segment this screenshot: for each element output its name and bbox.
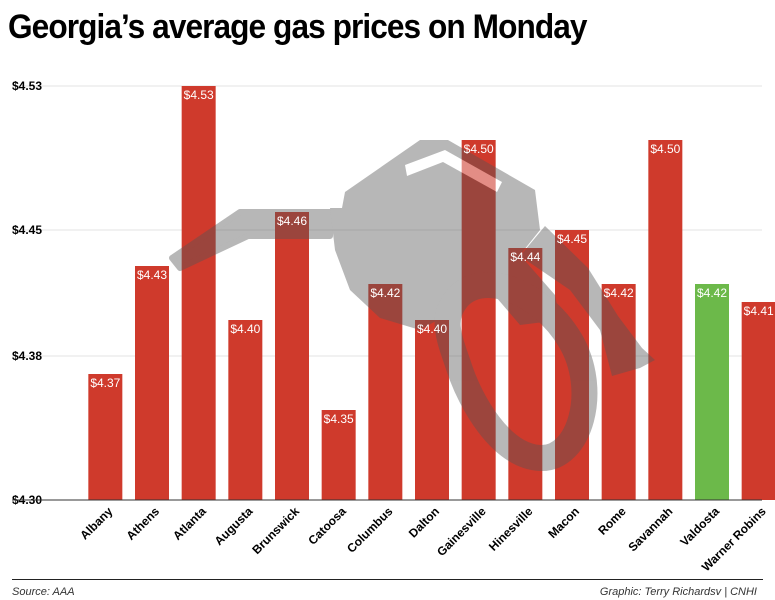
y-axis-ticks: $4.30$4.38$4.45$4.53 [12, 79, 42, 507]
data-label: $4.44 [510, 250, 540, 264]
bar [695, 284, 729, 500]
x-tick-label: Valdosta [677, 504, 722, 549]
chart-title: Georgia’s average gas prices on Monday [8, 8, 587, 46]
data-label: $4.42 [697, 286, 727, 300]
data-label: $4.42 [370, 286, 400, 300]
x-tick-label: Albany [77, 504, 115, 542]
bar [415, 320, 449, 500]
x-tick-label: Gainesville [434, 504, 489, 559]
bar [741, 302, 775, 500]
source-note: Source: AAA [12, 586, 75, 598]
bar [181, 86, 216, 500]
data-label: $4.41 [744, 304, 774, 318]
bar [321, 410, 356, 500]
data-label: $4.50 [650, 142, 680, 156]
graphic-credit: Graphic: Terry Richardsv | CNHI [599, 586, 757, 598]
data-label: $4.40 [417, 322, 447, 336]
y-tick-label: $4.38 [12, 349, 42, 363]
bar [461, 140, 496, 500]
data-label: $4.45 [557, 232, 587, 246]
bar [88, 374, 123, 500]
data-label: $4.40 [230, 322, 260, 336]
x-tick-label: Columbus [344, 504, 396, 556]
data-label: $4.35 [324, 412, 354, 426]
bar [555, 230, 589, 500]
bars [88, 86, 775, 500]
data-label: $4.46 [277, 214, 307, 228]
bar [275, 212, 309, 500]
y-tick-label: $4.53 [12, 79, 42, 93]
x-tick-label: Athens [123, 504, 162, 543]
bar [508, 248, 543, 500]
gas-pump-nozzle-icon [169, 140, 655, 471]
x-tick-label: Dalton [406, 504, 442, 540]
data-label: $4.37 [90, 376, 120, 390]
x-tick-label: Savannah [625, 504, 675, 554]
data-label: $4.53 [184, 88, 214, 102]
bar [135, 266, 169, 500]
data-label: $4.42 [604, 286, 634, 300]
data-label: $4.43 [137, 268, 167, 282]
data-label: $4.50 [464, 142, 494, 156]
x-tick-label: Hinesville [486, 504, 536, 554]
x-tick-label: Brunswick [249, 504, 302, 557]
bar [228, 320, 263, 500]
x-tick-label: Augusta [212, 504, 256, 548]
footer-divider [12, 579, 763, 580]
y-tick-label: $4.45 [12, 223, 42, 237]
bar [601, 284, 636, 500]
x-tick-label: Catoosa [305, 504, 349, 548]
bar [648, 140, 683, 500]
data-labels: $4.37 $4.43 $4.53 $4.40 $4.46 $4.35 $4.42 $4.40… [90, 88, 774, 426]
x-tick-label: Atlanta [170, 504, 209, 543]
x-tick-label: Macon [545, 504, 582, 541]
x-tick-label: Rome [595, 504, 629, 538]
bar [368, 284, 403, 500]
